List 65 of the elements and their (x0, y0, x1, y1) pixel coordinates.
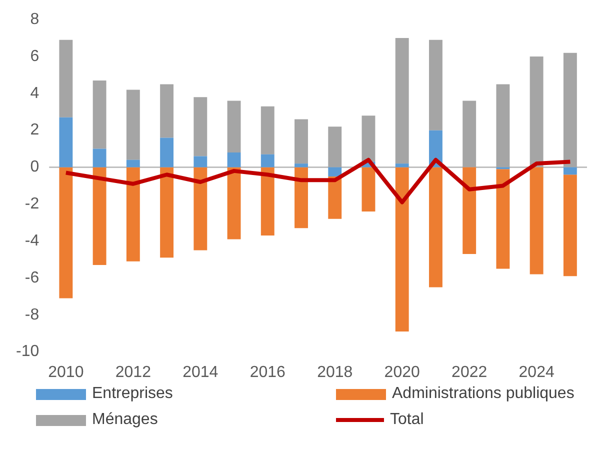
legend-label: Ménages (92, 411, 158, 429)
bar (563, 167, 577, 175)
legend-label: Total (390, 411, 424, 429)
bar (194, 156, 208, 168)
bar (160, 84, 174, 138)
bar (59, 40, 73, 118)
y-tick-label: -6 (24, 269, 40, 286)
bar (395, 38, 409, 164)
x-tick-label: 2012 (115, 364, 152, 381)
bar (227, 152, 241, 168)
x-tick-label: 2020 (384, 364, 420, 381)
bar (496, 169, 510, 269)
bar (194, 167, 208, 250)
y-tick-label: -2 (24, 196, 40, 213)
legend-label: Entreprises (92, 385, 173, 403)
legend-label: Administrations publiques (392, 385, 574, 403)
bar (328, 126, 342, 168)
x-tick-label: 2024 (518, 364, 554, 381)
bar (328, 167, 342, 176)
y-tick-label: -10 (16, 343, 40, 360)
y-tick-label: -8 (24, 306, 40, 324)
bar (294, 119, 308, 164)
y-tick-label: -4 (24, 232, 40, 250)
bar (294, 167, 308, 228)
bar (160, 167, 174, 258)
y-tick-label: 8 (30, 11, 40, 28)
x-tick-label: 2010 (48, 364, 84, 381)
bar (59, 167, 73, 298)
bar (227, 167, 241, 240)
bar (59, 117, 73, 168)
bar (194, 97, 208, 156)
bar (429, 40, 442, 130)
bar (294, 164, 308, 168)
x-tick-label: 2014 (182, 364, 218, 381)
bar (92, 80, 106, 149)
y-tick-label: 6 (30, 48, 40, 65)
bar (462, 167, 476, 254)
x-tick-label: 2016 (250, 364, 286, 381)
x-tick-label: 2022 (452, 364, 488, 381)
bar (429, 167, 442, 288)
bar (92, 167, 106, 266)
bar (563, 174, 577, 276)
bar (227, 100, 241, 152)
bar (496, 84, 510, 168)
bar (92, 148, 106, 168)
bar (260, 154, 274, 168)
bar (328, 176, 342, 219)
bar (362, 116, 376, 162)
bar (530, 56, 544, 168)
bar (160, 138, 174, 168)
bar (563, 52, 577, 168)
y-tick-label: 0 (30, 158, 40, 176)
bar (362, 167, 376, 212)
y-tick-label: 2 (30, 122, 40, 139)
bar (530, 167, 544, 274)
x-tick-label: 2018 (317, 364, 353, 381)
y-tick-label: 4 (30, 84, 40, 102)
bar (395, 167, 409, 332)
bar (395, 164, 409, 168)
bar (260, 106, 274, 154)
bar (260, 167, 274, 236)
bar (126, 160, 140, 168)
bar (126, 167, 140, 262)
bar (126, 90, 140, 160)
bar (462, 100, 476, 168)
